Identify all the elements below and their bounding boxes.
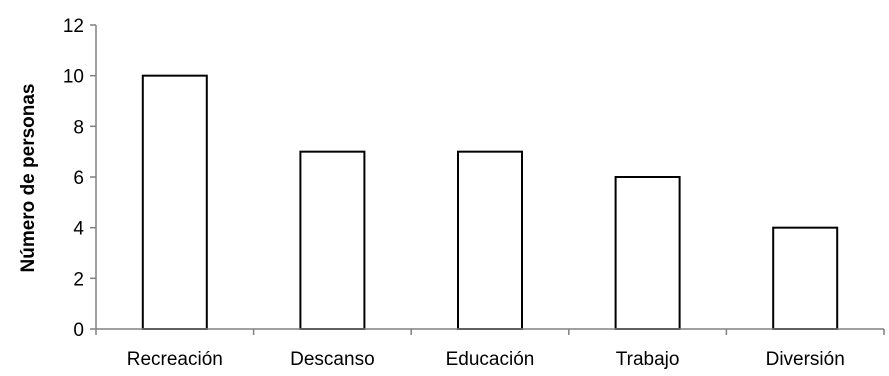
y-axis-title-group: Número de personas (18, 84, 39, 273)
x-axis-labels: Recreación Descanso Educación Trabajo Divers… (127, 349, 845, 370)
bar-recreación (141, 74, 208, 330)
x-tick-label: Descanso (290, 349, 375, 370)
y-tick-label: 10 (63, 67, 84, 88)
y-tick-label: 12 (63, 16, 84, 37)
bar-diversión (772, 226, 839, 331)
bar-descanso (299, 150, 366, 330)
x-tick-label: Educación (446, 349, 535, 370)
y-tick-label: 6 (73, 168, 84, 189)
x-tick-label: Trabajo (616, 349, 680, 370)
bar-educación (457, 150, 523, 330)
x-tick-label: Diversión (766, 349, 845, 370)
bars (141, 74, 839, 331)
y-tick-label: 0 (73, 320, 84, 341)
y-tick-label: 4 (73, 219, 84, 240)
x-tick-label: Recreación (127, 349, 223, 370)
y-tick-label: 8 (73, 117, 84, 138)
axes (95, 25, 885, 335)
y-tick-label: 2 (73, 269, 84, 290)
bar-trabajo (614, 176, 681, 330)
y-axis-ticks: 0 2 4 6 8 10 12 (63, 16, 96, 341)
y-axis-title: Número de personas (18, 84, 39, 273)
